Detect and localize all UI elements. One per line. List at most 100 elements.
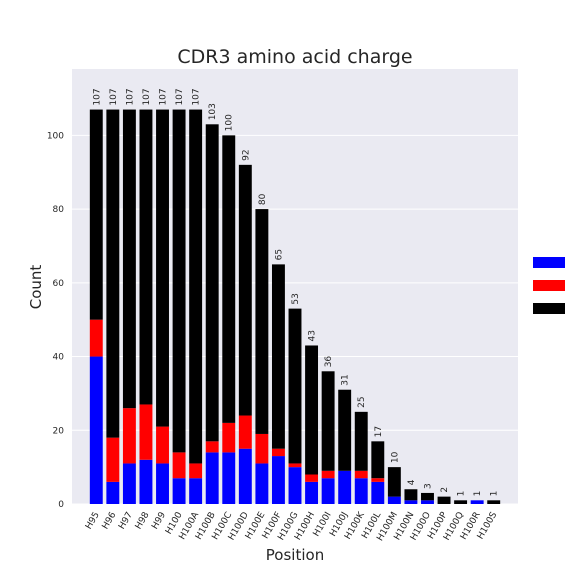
- bar-segment: [321, 470, 335, 479]
- bar-total-label: 107: [92, 88, 102, 105]
- bar-segment: [470, 500, 484, 504]
- bar-total-label: 3: [423, 483, 433, 489]
- y-tick-labels: 0 20 40 60 80 100: [47, 131, 64, 510]
- bar-segment: [371, 478, 385, 482]
- bar-total-label: 107: [175, 88, 185, 105]
- bar-segment: [156, 426, 169, 464]
- bar-segment: [338, 389, 352, 471]
- x-tick-label: H97: [117, 511, 135, 532]
- bar-segment: [106, 437, 120, 482]
- bar-segment: [238, 448, 252, 504]
- bar-segment: [89, 319, 103, 357]
- x-tick-label: H96: [101, 510, 119, 531]
- legend-swatch: [533, 280, 565, 291]
- bar-segment: [89, 356, 103, 504]
- bar-segment: [437, 496, 451, 504]
- legend-swatch: [533, 257, 565, 268]
- legend: [533, 257, 565, 314]
- bar-segment: [454, 500, 468, 504]
- bar-total-label: 107: [109, 88, 119, 105]
- bar-segment: [487, 500, 501, 504]
- y-tick-label: 60: [53, 279, 65, 289]
- bar-segment: [172, 452, 186, 479]
- bar-segment: [106, 481, 120, 504]
- bar-segment: [172, 478, 186, 504]
- bar-total-label: 10: [390, 451, 400, 463]
- bar-segment: [288, 463, 302, 468]
- bar-segment: [222, 452, 236, 504]
- bar-total-label: 80: [258, 193, 268, 205]
- x-tick-label: H98: [134, 510, 152, 531]
- data-labels: 107 107 107 107 107 107 1071031009280655343363…: [92, 88, 499, 496]
- bar-total-label: 53: [291, 293, 301, 304]
- bar-segment: [122, 109, 136, 409]
- bar-total-label: 25: [357, 396, 367, 407]
- bar-segment: [404, 500, 418, 504]
- bar-total-label: 107: [142, 88, 152, 105]
- bar-total-label: 107: [192, 88, 202, 105]
- bar-segment: [238, 164, 252, 416]
- bar-total-label: 1: [473, 491, 483, 497]
- bar-segment: [139, 404, 153, 460]
- bar-total-label: 92: [241, 149, 251, 160]
- bar-segment: [255, 463, 269, 504]
- y-tick-label: 40: [53, 353, 65, 363]
- bar-segment: [371, 441, 385, 479]
- bar-total-label: 1: [457, 491, 467, 497]
- bar-segment: [404, 489, 418, 501]
- y-axis-label: Count: [27, 265, 45, 310]
- bars: [89, 109, 501, 504]
- bar-segment: [387, 467, 401, 497]
- bar-segment: [205, 124, 219, 442]
- x-tick-labels: H95H96H97H98H99H100H100AH100BH100CH100DH…: [84, 510, 499, 543]
- bar-total-label: 4: [407, 479, 417, 485]
- bar-segment: [321, 478, 335, 504]
- bar-segment: [271, 264, 285, 449]
- bar-segment: [255, 209, 269, 434]
- bar-segment: [189, 478, 203, 504]
- bar-segment: [122, 408, 136, 464]
- y-tick-label: 0: [58, 500, 64, 510]
- bar-total-label: 65: [274, 249, 284, 260]
- y-tick-label: 80: [53, 205, 65, 215]
- bar-segment: [305, 345, 319, 475]
- bar-segment: [189, 463, 203, 479]
- bar-segment: [222, 135, 236, 423]
- bar-segment: [338, 470, 352, 504]
- bar-segment: [189, 109, 203, 464]
- bar-segment: [305, 481, 319, 504]
- bar-segment: [205, 441, 219, 453]
- bar-segment: [354, 470, 368, 479]
- bar-total-label: 1: [490, 491, 500, 497]
- bar-total-label: 43: [308, 330, 318, 341]
- bar-total-label: 17: [374, 426, 384, 437]
- chart-title: CDR3 amino acid charge: [177, 46, 412, 68]
- bar-segment: [139, 459, 153, 504]
- bar-segment: [354, 478, 368, 504]
- bar-segment: [122, 463, 136, 504]
- bar-segment: [271, 448, 285, 457]
- y-tick-label: 100: [47, 131, 64, 141]
- bar-segment: [156, 109, 169, 427]
- x-axis-label: Position: [266, 546, 324, 564]
- x-tick-label: H95: [84, 511, 102, 532]
- bar-segment: [288, 308, 302, 464]
- bar-segment: [271, 456, 285, 504]
- bar-segment: [421, 492, 434, 501]
- bar-segment: [321, 371, 335, 471]
- bar-total-label: 103: [208, 103, 218, 120]
- bar-segment: [222, 422, 236, 453]
- bar-segment: [205, 452, 219, 504]
- bar-total-label: 107: [159, 88, 169, 105]
- bar-total-label: 100: [225, 114, 235, 131]
- bar-segment: [172, 109, 186, 453]
- bar-segment: [255, 433, 269, 464]
- bar-segment: [354, 411, 368, 471]
- legend-swatch: [533, 303, 565, 314]
- bar-total-label: 36: [324, 356, 334, 368]
- bar-segment: [106, 109, 120, 438]
- bar-segment: [238, 415, 252, 449]
- bar-segment: [305, 474, 319, 482]
- bar-segment: [371, 481, 385, 504]
